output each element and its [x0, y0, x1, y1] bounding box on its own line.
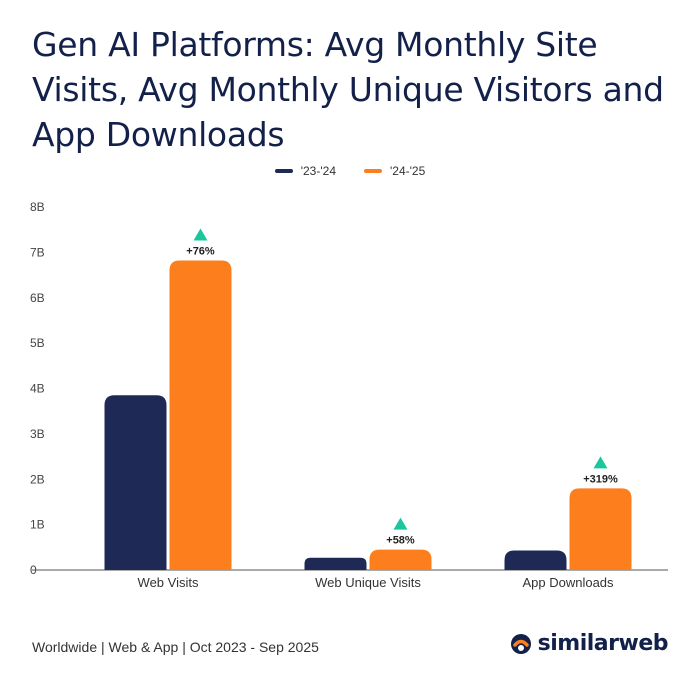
legend-swatch-series-1	[274, 169, 293, 173]
change-label: +58%	[386, 535, 415, 547]
y-tick-label: 4B	[30, 382, 45, 396]
increase-triangle-icon	[393, 517, 408, 530]
x-category-label: Web Unique Visits	[315, 575, 421, 590]
y-tick-label: 2B	[30, 472, 45, 486]
footer-note: Worldwide | Web & App | Oct 2023 - Sep 2…	[32, 639, 319, 655]
bar-series-1	[504, 550, 567, 570]
y-tick-label: 3B	[30, 427, 45, 441]
bar-series-2	[369, 549, 432, 570]
change-label: +319%	[583, 473, 618, 485]
legend-swatch-series-2	[364, 169, 382, 173]
legend-label-series-1: '23-'24	[300, 164, 336, 178]
bar-series-2	[569, 488, 632, 570]
brand-logo: similarweb	[510, 631, 669, 656]
increase-triangle-icon	[193, 228, 208, 241]
legend: '23-'24 '24-'25	[0, 164, 700, 178]
bar-series-2	[169, 260, 232, 570]
legend-item-series-1: '23-'24	[274, 164, 336, 178]
increase-triangle-icon	[593, 456, 608, 469]
similarweb-logo-icon	[510, 633, 531, 654]
y-tick-label: 1B	[30, 518, 45, 532]
bar-series-1	[304, 557, 367, 570]
y-tick-label: 7B	[30, 245, 45, 259]
legend-item-series-2: '24-'25	[364, 164, 425, 178]
chart-title: Gen AI Platforms: Avg Monthly Site Visit…	[32, 25, 664, 154]
legend-label-series-2: '24-'25	[390, 164, 426, 178]
brand-name: similarweb	[537, 631, 669, 656]
x-category-label: Web Visits	[138, 575, 199, 590]
bar-series-1	[104, 395, 167, 570]
change-label: +76%	[186, 246, 215, 258]
y-tick-label: 5B	[30, 336, 45, 350]
x-category-label: App Downloads	[522, 575, 614, 590]
y-tick-label: 6B	[30, 291, 45, 305]
y-tick-label: 8B	[30, 200, 45, 214]
